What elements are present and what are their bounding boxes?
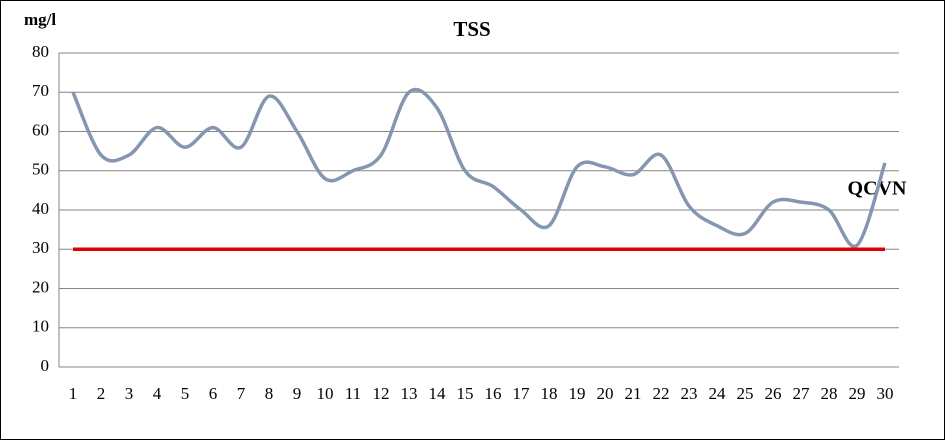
- x-tick-label: 6: [209, 384, 218, 403]
- chart-title: TSS: [453, 17, 490, 41]
- x-tick-label: 7: [237, 384, 246, 403]
- y-tick-label: 40: [32, 199, 49, 218]
- y-tick-label: 0: [41, 356, 50, 375]
- x-tick-label: 25: [737, 384, 754, 403]
- x-tick-label: 16: [485, 384, 502, 403]
- x-tick-label: 28: [821, 384, 838, 403]
- x-tick-label: 13: [401, 384, 418, 403]
- y-tick-label: 20: [32, 277, 49, 296]
- x-tick-label: 27: [793, 384, 811, 403]
- x-tick-label: 17: [513, 384, 531, 403]
- x-tick-label: 30: [877, 384, 894, 403]
- y-tick-label: 30: [32, 238, 49, 257]
- y-axis-label: mg/l: [24, 10, 56, 29]
- x-tick-label: 12: [373, 384, 390, 403]
- x-tick-label: 8: [265, 384, 274, 403]
- x-tick-label: 14: [429, 384, 447, 403]
- x-tick-label: 5: [181, 384, 190, 403]
- y-tick-label: 60: [32, 120, 49, 139]
- x-tick-label: 23: [681, 384, 698, 403]
- y-tick-label: 10: [32, 317, 49, 336]
- x-tick-label: 9: [293, 384, 302, 403]
- y-tick-label: 80: [32, 42, 49, 61]
- x-tick-label: 18: [541, 384, 558, 403]
- x-tick-label: 11: [345, 384, 361, 403]
- x-tick-label: 4: [153, 384, 162, 403]
- x-tick-label: 20: [597, 384, 614, 403]
- y-tick-label: 50: [32, 160, 49, 179]
- x-tick-label: 21: [625, 384, 642, 403]
- x-tick-label: 2: [97, 384, 106, 403]
- series-line: [71, 87, 887, 249]
- x-tick-label: 1: [69, 384, 78, 403]
- x-tick-label: 29: [849, 384, 866, 403]
- x-tick-label: 15: [457, 384, 474, 403]
- x-tick-label: 19: [569, 384, 586, 403]
- x-tick-label: 22: [653, 384, 670, 403]
- x-tick-label: 26: [765, 384, 782, 403]
- x-tick-label: 10: [317, 384, 334, 403]
- x-tick-label: 3: [125, 384, 134, 403]
- y-tick-label: 70: [32, 81, 49, 100]
- x-tick-label: 24: [709, 384, 727, 403]
